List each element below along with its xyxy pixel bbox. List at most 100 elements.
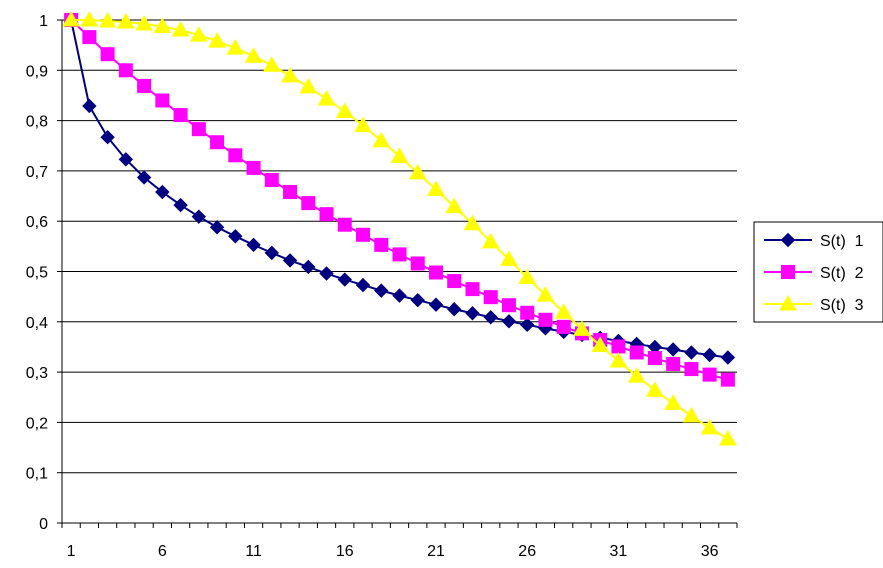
data-point xyxy=(171,21,190,37)
data-point xyxy=(390,147,409,163)
series-line xyxy=(70,19,729,381)
data-point xyxy=(519,317,535,333)
data-point xyxy=(136,170,152,185)
data-point xyxy=(609,352,628,368)
data-point xyxy=(282,253,298,268)
data-point xyxy=(262,56,281,72)
data-point xyxy=(779,294,797,311)
data-point xyxy=(536,286,555,302)
legend-label: S(t) 1 xyxy=(820,233,864,250)
data-point xyxy=(374,283,389,298)
legend-item-2: S(t) 2 xyxy=(764,265,864,282)
x-tick-label: 6 xyxy=(158,543,167,560)
data-point xyxy=(627,367,646,383)
data-point xyxy=(500,250,518,266)
data-point xyxy=(337,217,352,232)
data-point xyxy=(137,78,152,93)
data-point xyxy=(208,32,226,48)
data-point xyxy=(299,77,318,94)
data-point xyxy=(319,207,334,222)
y-tick-label: 0,5 xyxy=(26,265,48,282)
data-point xyxy=(647,351,662,366)
x-tick-label: 36 xyxy=(701,543,719,560)
data-point xyxy=(408,163,427,180)
data-point xyxy=(210,135,225,150)
data-point xyxy=(646,381,664,397)
legend-label: S(t) 3 xyxy=(820,297,864,314)
data-point xyxy=(80,10,99,27)
data-point xyxy=(780,232,796,248)
data-point xyxy=(98,11,117,28)
data-point xyxy=(447,274,462,289)
data-point xyxy=(781,265,795,279)
data-point xyxy=(501,314,517,329)
x-tick-label: 31 xyxy=(610,543,628,560)
data-point xyxy=(702,367,717,382)
data-point xyxy=(283,185,298,200)
data-point xyxy=(173,197,188,213)
x-tick-label: 11 xyxy=(245,543,262,560)
data-point xyxy=(335,102,354,119)
data-point xyxy=(100,47,115,62)
y-tick-label: 1 xyxy=(39,13,48,30)
data-point xyxy=(317,89,336,106)
data-point xyxy=(264,245,280,261)
data-point xyxy=(611,339,626,354)
data-point xyxy=(700,418,719,435)
data-point xyxy=(155,93,170,108)
legend-item-1: S(t) 1 xyxy=(764,232,864,250)
data-point xyxy=(520,305,535,320)
data-point xyxy=(392,288,407,303)
legend-label: S(t) 2 xyxy=(820,265,864,282)
series-1 xyxy=(63,12,736,365)
data-point xyxy=(100,129,115,145)
x-tick-label: 21 xyxy=(427,543,445,560)
data-point xyxy=(226,39,245,55)
data-point xyxy=(392,247,407,262)
x-tick-label: 16 xyxy=(336,543,354,560)
series-3 xyxy=(62,10,737,446)
data-point xyxy=(501,298,516,313)
data-point xyxy=(135,15,153,31)
y-tick-label: 0,1 xyxy=(26,466,48,483)
data-point xyxy=(189,26,208,42)
data-point xyxy=(463,214,482,231)
data-point xyxy=(301,196,316,211)
data-point xyxy=(410,292,425,308)
data-point xyxy=(372,131,391,148)
data-point xyxy=(720,372,735,387)
data-point xyxy=(682,406,701,423)
data-point xyxy=(556,319,571,334)
data-point xyxy=(447,302,462,317)
data-point xyxy=(356,227,371,242)
data-point xyxy=(665,342,681,357)
series-lines xyxy=(62,10,737,446)
data-point xyxy=(191,209,207,224)
data-point xyxy=(118,63,133,78)
data-point xyxy=(684,362,699,377)
data-point xyxy=(244,47,263,63)
data-point xyxy=(573,320,591,336)
x-tick-label: 1 xyxy=(67,543,76,560)
data-point xyxy=(554,303,573,319)
data-point xyxy=(118,152,134,167)
data-point xyxy=(465,306,480,321)
axes: 00,10,20,30,40,50,60,70,80,911 6 11 16 21 26 3… xyxy=(26,13,738,560)
data-point xyxy=(483,290,498,305)
gridlines xyxy=(62,19,737,474)
data-point xyxy=(483,310,498,325)
data-point xyxy=(591,336,610,352)
data-point xyxy=(301,259,316,275)
data-point xyxy=(281,66,299,83)
data-point xyxy=(116,13,135,29)
data-point xyxy=(374,237,389,252)
data-point xyxy=(428,265,443,280)
data-point xyxy=(264,172,279,187)
y-tick-label: 0,4 xyxy=(26,315,48,332)
y-tick-label: 0,7 xyxy=(26,164,48,181)
series-line xyxy=(71,19,729,440)
data-point xyxy=(720,350,736,365)
data-point xyxy=(702,347,717,363)
data-point xyxy=(664,394,683,410)
